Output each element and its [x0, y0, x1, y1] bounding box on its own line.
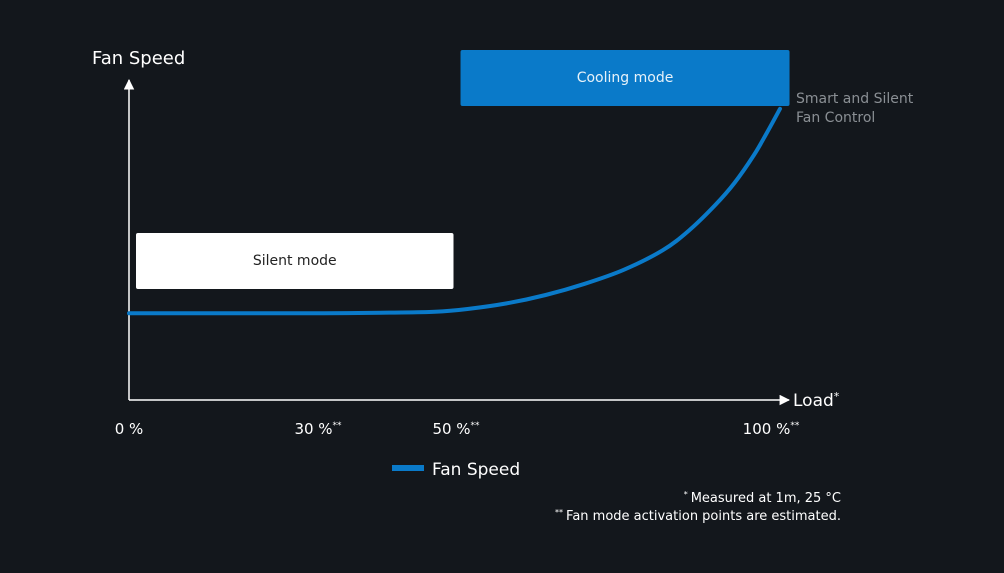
x-tick-label-marker: ** [471, 421, 481, 431]
curve-label-line1: Smart and Silent [796, 91, 914, 107]
x-tick-labels: 0 % 30 %** 50 %** 100 %** [115, 420, 800, 438]
footnote-1-marker: * [684, 490, 688, 499]
y-axis-label: Fan Speed [92, 48, 185, 69]
x-tick-label: 50 %** [432, 420, 480, 438]
x-axis-label-marker: * [834, 390, 840, 403]
footnote-1: * Measured at 1m, 25 °C [684, 490, 841, 506]
footnote-2-marker: ** [555, 508, 563, 517]
x-tick-label: 100 %** [743, 420, 800, 438]
silent-mode-box [136, 233, 454, 289]
footnote-2: ** Fan mode activation points are estimat… [555, 508, 841, 524]
footnote-2-text: Fan mode activation points are estimated… [566, 509, 841, 524]
x-axis-label: Load* [793, 390, 840, 411]
x-tick-label-text: 0 % [115, 420, 144, 438]
legend-label: Fan Speed [432, 460, 520, 480]
curve-label-line2: Fan Control [796, 110, 875, 126]
fan-speed-series-line [127, 106, 782, 316]
x-tick-label-text: 30 % [294, 420, 332, 438]
cooling-mode-box [460, 50, 790, 106]
footnote-1-text: Measured at 1m, 25 °C [691, 491, 841, 506]
x-tick-label: 0 % [115, 420, 144, 438]
x-tick-label-text: 50 % [432, 420, 470, 438]
silent-mode-label: Silent mode [253, 253, 337, 269]
x-tick-label-marker: ** [333, 421, 343, 431]
x-tick-label-marker: ** [790, 421, 800, 431]
cooling-mode-label: Cooling mode [577, 70, 674, 86]
x-axis-label-text: Load [793, 391, 834, 411]
x-tick-label: 30 %** [294, 420, 342, 438]
legend-swatch [392, 465, 424, 471]
x-tick-label-text: 100 % [743, 420, 791, 438]
